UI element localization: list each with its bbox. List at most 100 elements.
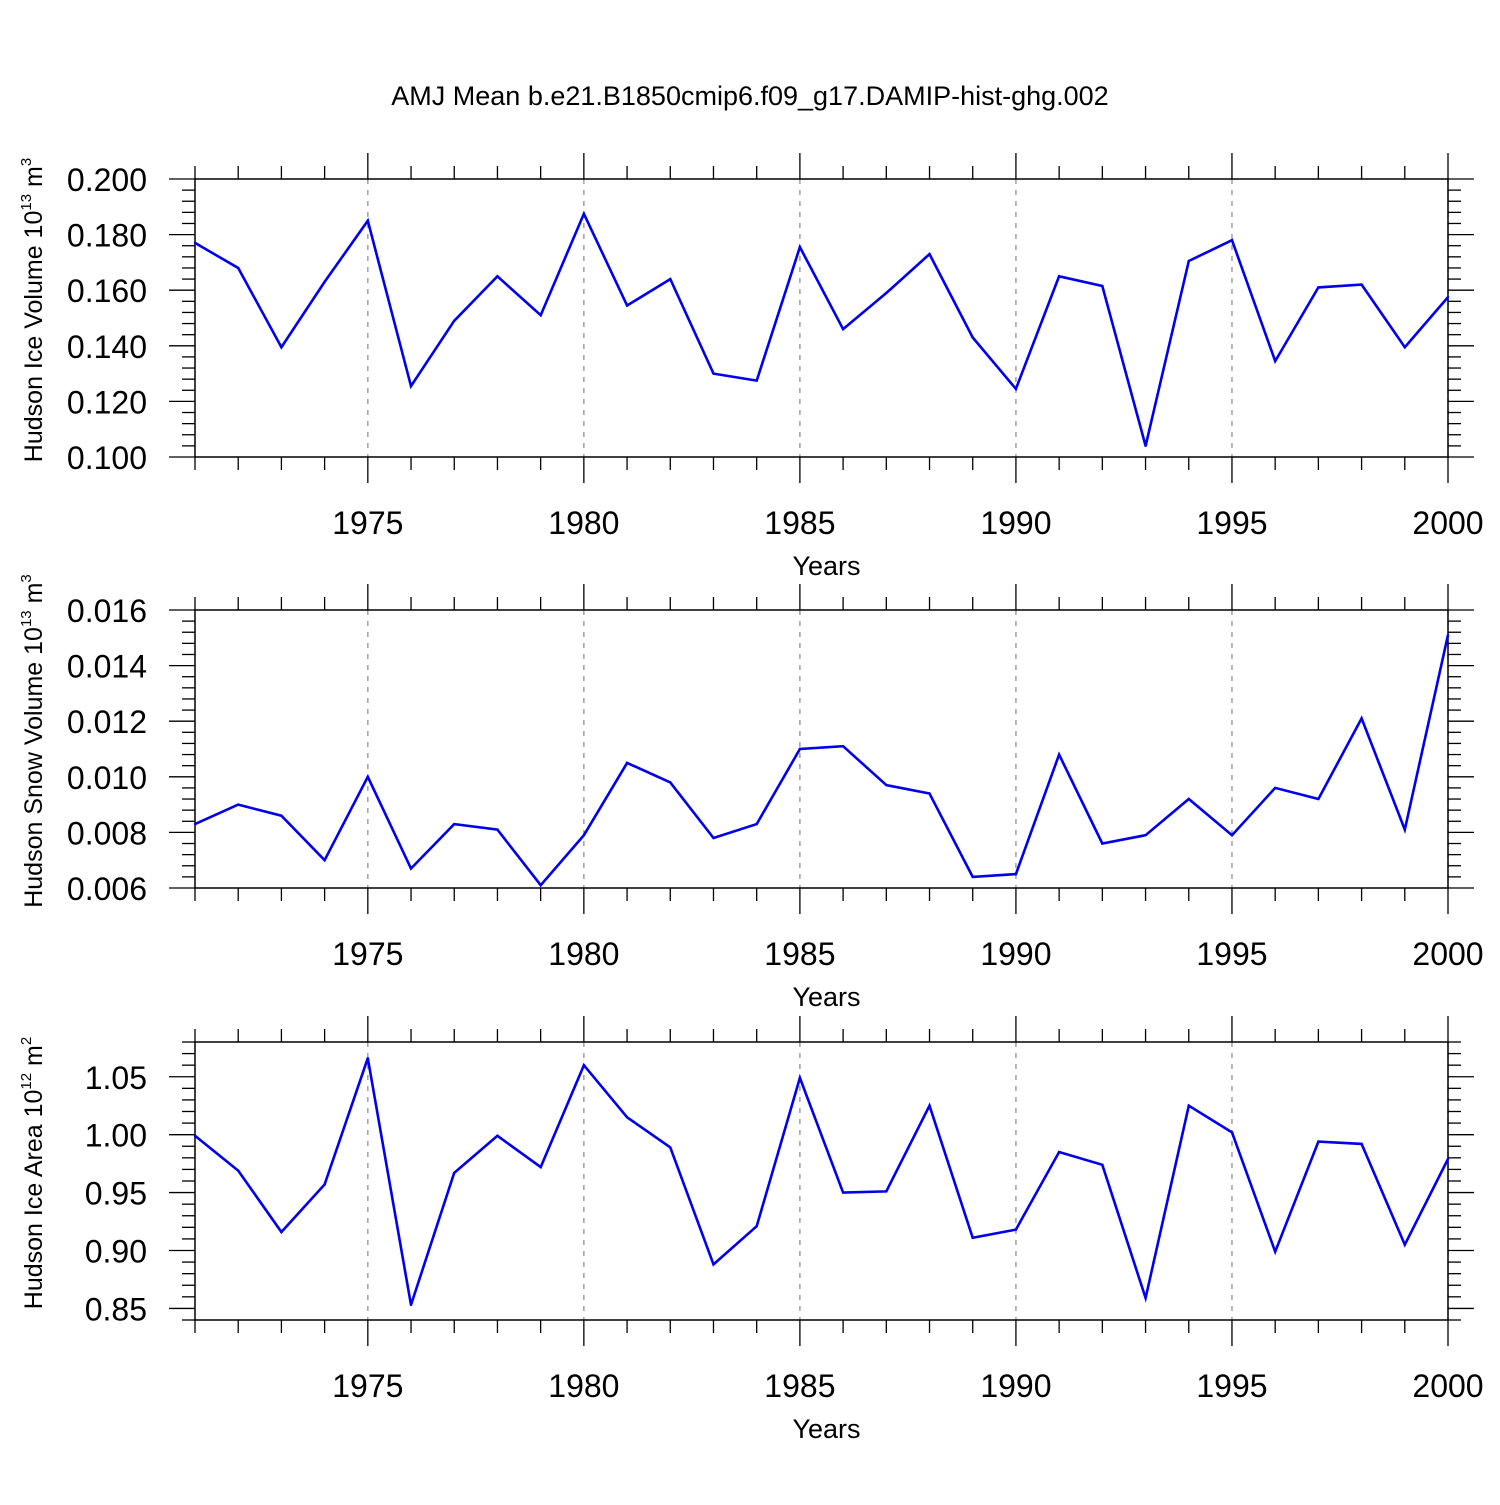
ice-area-y-tick-label: 0.95	[85, 1176, 147, 1212]
ice-volume-data-point	[323, 280, 326, 284]
snow-volume-y-tick-label: 0.016	[67, 593, 147, 629]
ice-volume-data-point	[625, 304, 629, 307]
ice-volume-data-point	[1057, 275, 1061, 278]
ice-area-data-point	[1230, 1131, 1234, 1134]
ice-area-data-point	[885, 1190, 888, 1193]
snow-volume-data-point	[971, 875, 974, 879]
snow-volume-y-tick-label: 0.010	[67, 760, 147, 796]
ice-area-data-point	[366, 1057, 370, 1060]
ice-volume-data-point	[409, 384, 413, 388]
ice-area-x-tick-label: 1975	[332, 1368, 403, 1404]
ice-area-x-tick-label: 1990	[980, 1368, 1051, 1404]
snow-volume-data-point	[1317, 797, 1320, 801]
snow-volume-data-point	[1230, 833, 1234, 837]
ice-volume-data-point	[971, 336, 974, 339]
ice-area-data-point	[453, 1171, 456, 1175]
ice-volume-data-point	[712, 372, 715, 375]
ice-volume-data-point	[539, 314, 542, 317]
ice-area-frame	[194, 1041, 1449, 1321]
snow-volume-x-tick-label: 1980	[548, 936, 619, 972]
ice-area-x-tick-label: 1995	[1196, 1368, 1267, 1404]
ice-volume-y-tick-label: 0.120	[67, 384, 147, 420]
ice-volume-data-point	[1317, 286, 1320, 289]
ice-area-data-point	[1273, 1250, 1277, 1253]
snow-volume-y-tick-label: 0.006	[67, 871, 147, 907]
ice-volume-data-point	[928, 252, 931, 256]
snow-volume-x-tick-label: 1990	[980, 936, 1051, 972]
ice-area-data-point	[1014, 1228, 1018, 1231]
ice-volume-y-tick-label: 0.200	[67, 162, 147, 198]
ice-volume-y-axis-label: Hudson Ice Volume 1013 m3	[18, 158, 48, 462]
snow-volume-data-point	[1446, 633, 1450, 637]
snow-volume-panel: 0.006 0.008 0.010 0.012 0.014 0.016 1975 1980 19…	[18, 574, 1484, 1012]
ice-volume-data-point	[1403, 345, 1406, 349]
snow-volume-x-tick-label: 1985	[764, 936, 835, 972]
snow-volume-data-point	[1187, 797, 1190, 801]
snow-volume-data-point	[1403, 828, 1406, 831]
ice-volume-data-point	[1014, 387, 1018, 391]
ice-area-y-tick-label: 1.05	[85, 1060, 147, 1096]
snow-volume-data-point	[1101, 842, 1104, 845]
ice-area-data-point	[496, 1134, 499, 1138]
ice-volume-data-point	[1230, 238, 1234, 242]
ice-area-data-point	[712, 1263, 715, 1266]
ice-volume-data-point	[841, 327, 845, 331]
ice-area-data-point	[1446, 1157, 1450, 1161]
ice-area-panel: 0.85 0.90 0.95 1.00 1.05 1975 1980 1985 1990 1995…	[18, 1016, 1484, 1444]
ice-volume-series-line	[194, 210, 1449, 447]
ice-area-data-point	[1187, 1104, 1190, 1107]
panels: 0.100 0.120 0.140 0.160 0.180 0.200 1975 1980 19…	[18, 153, 1484, 1444]
snow-volume-y-tick-label: 0.014	[67, 649, 147, 685]
snow-volume-data-point	[755, 822, 758, 826]
ice-volume-y-tick-label: 0.160	[67, 273, 147, 309]
ice-area-x-axis-label: Years	[792, 1414, 860, 1444]
snow-volume-data-point	[280, 814, 283, 817]
snow-volume-data-point	[625, 761, 629, 765]
ice-area-x-tick-label: 1980	[548, 1368, 619, 1404]
snow-volume-data-point	[1014, 872, 1018, 876]
snow-volume-data-point	[1057, 753, 1061, 756]
ice-volume-y-axis-label-unit-exponent: 3	[18, 158, 35, 166]
snow-volume-data-point	[885, 783, 888, 787]
ice-volume-data-point	[885, 291, 888, 295]
ice-area-x-tick-label: 1985	[764, 1368, 835, 1404]
snow-volume-data-point	[496, 828, 499, 831]
snow-volume-data-point	[453, 822, 456, 826]
ice-volume-data-point	[669, 277, 672, 281]
ice-volume-data-point	[237, 266, 240, 270]
ice-area-data-point	[971, 1236, 974, 1239]
ice-area-data-point	[1403, 1243, 1406, 1246]
ice-volume-data-point	[798, 245, 802, 249]
snow-volume-x-tick-label: 1975	[332, 936, 403, 972]
ice-volume-y-tick-label: 0.180	[67, 218, 147, 254]
snow-volume-x-tick-label: 1995	[1196, 936, 1267, 972]
ice-volume-data-point	[1446, 295, 1450, 299]
ice-area-data-point	[409, 1303, 413, 1307]
snow-volume-y-axis-label-unit: m	[20, 583, 48, 611]
ice-area-data-point	[669, 1146, 672, 1149]
ice-area-data-point	[755, 1224, 758, 1228]
snow-volume-y-axis-label: Hudson Snow Volume 1013 m3	[18, 574, 48, 908]
ice-volume-data-point	[1187, 259, 1190, 263]
snow-volume-y-axis-label-main: Hudson Snow Volume 10	[20, 627, 48, 908]
ice-area-data-point	[582, 1063, 586, 1067]
ice-volume-data-point	[280, 345, 283, 349]
snow-volume-data-point	[1273, 786, 1277, 790]
ice-volume-data-point	[1273, 359, 1277, 363]
ice-area-data-point	[1144, 1296, 1147, 1300]
ice-volume-y-tick-label: 0.140	[67, 329, 147, 365]
snow-volume-data-point	[409, 867, 413, 870]
ice-volume-data-point	[755, 379, 758, 382]
ice-volume-data-point	[496, 275, 499, 278]
ice-volume-x-tick-label: 1985	[764, 505, 835, 541]
ice-volume-data-point	[582, 212, 586, 215]
ice-area-data-point	[841, 1191, 845, 1194]
snow-volume-y-axis-label-unit-exponent: 3	[18, 574, 35, 582]
ice-area-data-point	[323, 1183, 326, 1186]
snow-volume-data-point	[582, 833, 586, 837]
ice-volume-x-tick-label: 1975	[332, 505, 403, 541]
snow-volume-data-point	[798, 747, 802, 751]
ice-area-y-tick-label: 1.00	[85, 1118, 147, 1154]
snow-volume-y-tick-label: 0.012	[67, 704, 147, 740]
